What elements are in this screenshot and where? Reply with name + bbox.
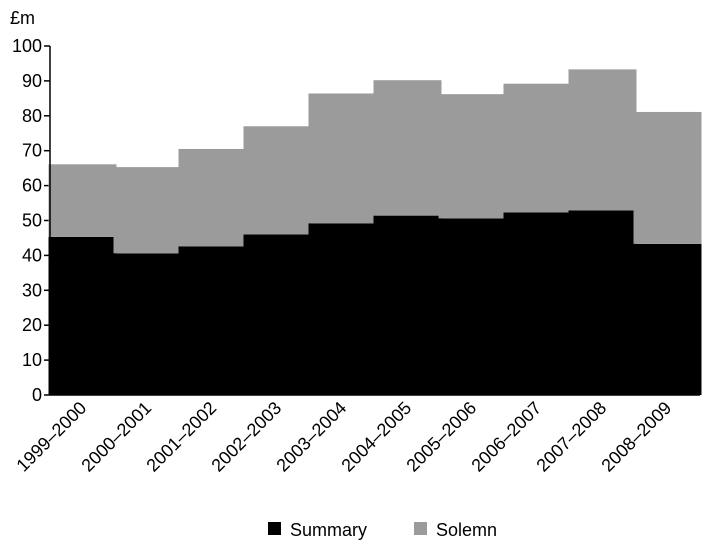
y-tick-label: 100 <box>12 36 42 56</box>
y-axis-ticks: 0 10 20 30 40 50 60 70 80 90 100 <box>12 36 50 405</box>
legend-label-solemn: Solemn <box>436 520 497 540</box>
y-tick-label: 70 <box>22 141 42 161</box>
bar-summary <box>438 218 507 395</box>
y-tick-label: 10 <box>22 350 42 370</box>
bar-solemn <box>633 111 702 244</box>
bar-summary <box>113 253 182 395</box>
y-tick-label: 0 <box>32 385 42 405</box>
y-tick-label: 20 <box>22 315 42 335</box>
bar-summary <box>48 236 117 395</box>
y-tick-label: 30 <box>22 280 42 300</box>
bar-solemn <box>113 167 182 254</box>
bar-solemn <box>438 94 507 219</box>
y-tick-label: 40 <box>22 245 42 265</box>
y-tick-label: 80 <box>22 106 42 126</box>
y-tick-label: 50 <box>22 211 42 231</box>
y-axis-unit-label: £m <box>10 8 35 28</box>
bar-solemn <box>568 69 637 211</box>
bar-solemn <box>48 164 117 237</box>
bar-summary <box>503 212 572 395</box>
bar-solemn <box>503 83 572 213</box>
y-tick-label: 90 <box>22 71 42 91</box>
bar-solemn <box>308 93 377 224</box>
bars-group <box>48 69 702 395</box>
bar-summary <box>568 210 637 395</box>
x-axis-tick-labels: 1999–20002000–20012001–20022002–20032003… <box>12 398 675 476</box>
bar-solemn <box>373 80 442 216</box>
legend-label-summary: Summary <box>290 520 367 540</box>
bar-summary <box>243 234 312 395</box>
y-tick-label: 60 <box>22 176 42 196</box>
bar-summary <box>308 223 377 395</box>
bar-summary <box>633 243 702 395</box>
bar-solemn <box>243 126 312 235</box>
legend-swatch-summary <box>268 522 281 535</box>
x-tick-label: 2008–2009 <box>597 398 675 476</box>
bar-solemn <box>178 148 247 247</box>
legend-swatch-solemn <box>414 522 427 535</box>
bar-summary <box>373 215 442 395</box>
bar-summary <box>178 246 247 395</box>
legend: Summary Solemn <box>268 520 497 540</box>
